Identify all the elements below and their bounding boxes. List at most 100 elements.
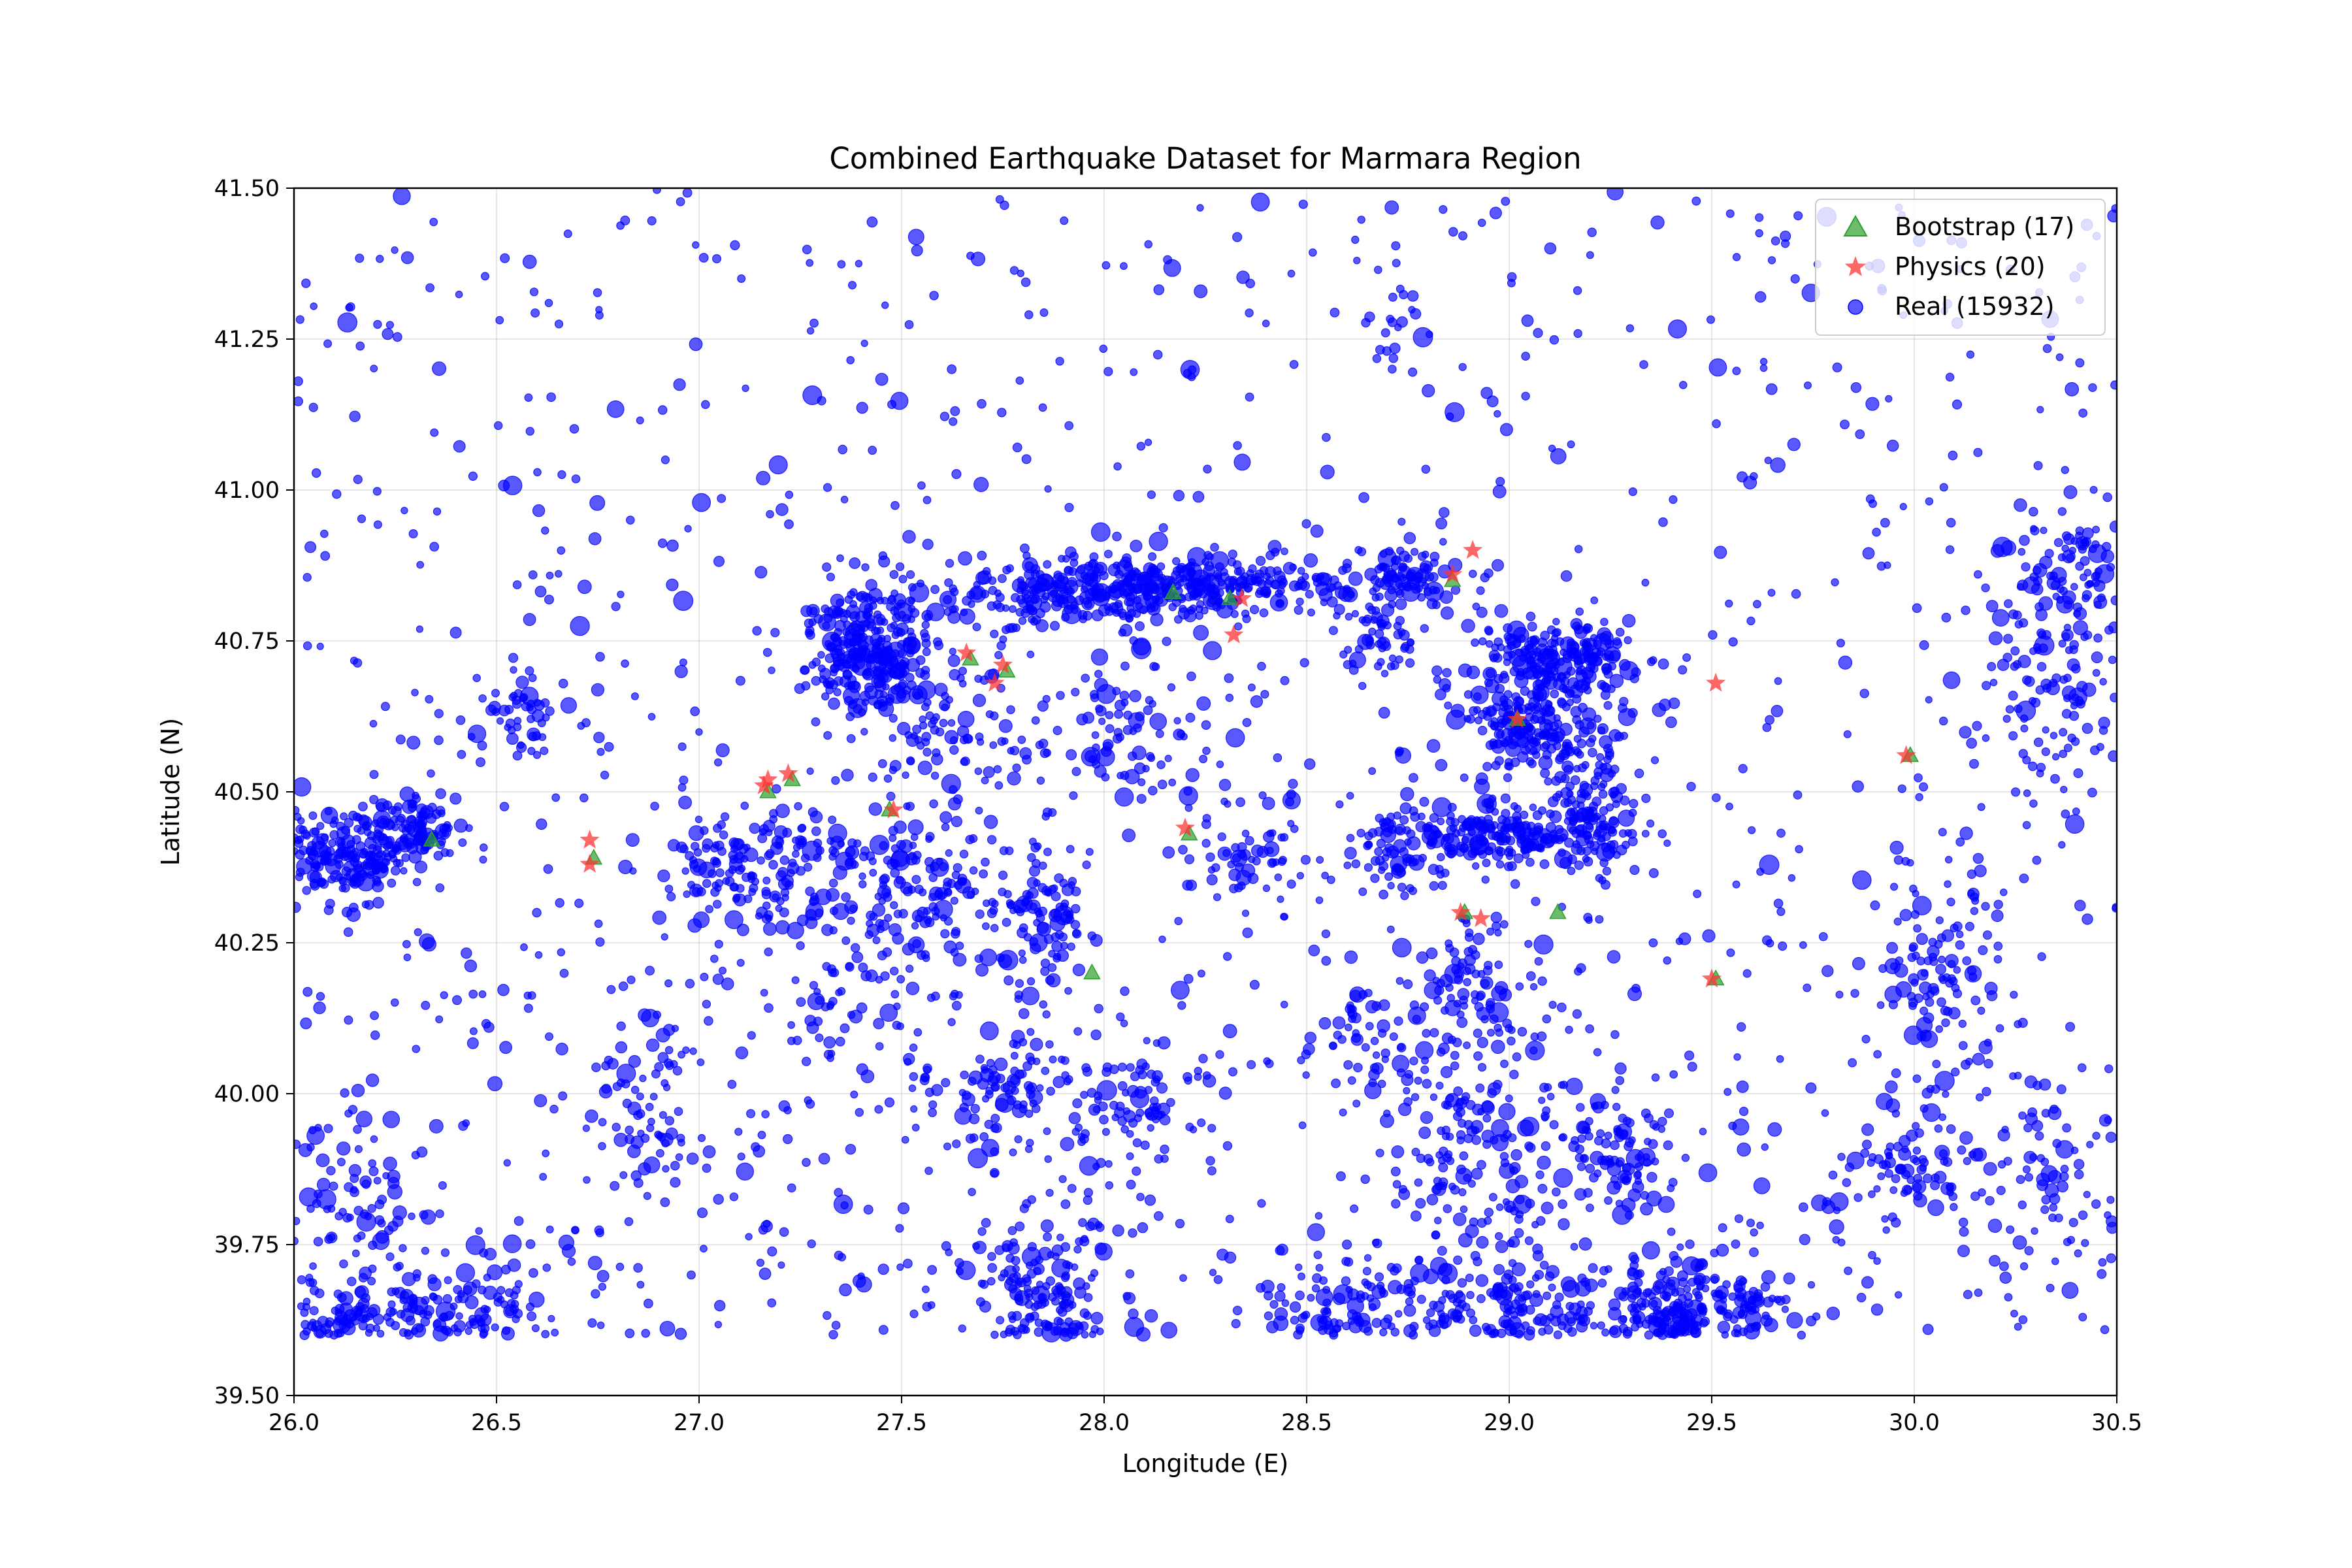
real-event-point — [1290, 825, 1299, 833]
real-event-point — [2036, 662, 2047, 672]
real-event-point — [1509, 1283, 1516, 1292]
real-event-point — [1347, 1009, 1356, 1018]
real-event-point — [996, 1316, 1005, 1325]
real-event-point — [387, 1300, 396, 1309]
real-event-point — [1018, 598, 1028, 608]
real-event-point — [1301, 572, 1309, 581]
real-event-point — [1105, 711, 1114, 719]
real-event-point — [1585, 1164, 1595, 1173]
real-event-point — [893, 909, 902, 919]
real-event-point — [465, 824, 473, 832]
real-event-point — [1364, 311, 1375, 323]
real-event-point — [1278, 855, 1287, 864]
real-event-point — [1379, 637, 1387, 645]
real-event-point — [853, 657, 866, 670]
real-event-point — [1388, 353, 1399, 363]
real-event-point — [1433, 829, 1443, 839]
real-event-point — [364, 836, 377, 849]
real-event-point — [1694, 1275, 1704, 1284]
real-event-point — [1380, 670, 1389, 678]
real-event-point — [1280, 1000, 1288, 1009]
real-event-point — [387, 806, 397, 815]
real-event-point — [1877, 1172, 1886, 1181]
real-event-point — [1392, 1054, 1410, 1073]
real-event-point — [1930, 1180, 1940, 1190]
real-event-point — [908, 685, 928, 704]
real-event-point — [1500, 670, 1509, 679]
real-event-point — [1311, 1284, 1320, 1293]
real-event-point — [1126, 1130, 1134, 1138]
real-event-point — [1394, 1310, 1403, 1318]
real-event-point — [383, 842, 391, 851]
real-event-point — [775, 804, 790, 819]
real-event-point — [1499, 920, 1509, 929]
real-event-point — [1298, 199, 1308, 209]
real-event-point — [1891, 1174, 1901, 1183]
real-event-point — [1465, 714, 1475, 724]
real-event-point — [591, 1062, 601, 1072]
real-event-point — [755, 912, 763, 920]
real-event-point — [1245, 574, 1258, 586]
real-event-point — [1576, 1316, 1585, 1325]
real-event-point — [407, 815, 417, 824]
real-event-point — [979, 1300, 992, 1313]
real-event-point — [1122, 1107, 1131, 1115]
real-event-point — [2092, 1132, 2100, 1140]
real-event-point — [1456, 841, 1465, 851]
real-event-point — [1362, 1267, 1371, 1276]
real-event-point — [1413, 327, 1433, 348]
real-event-point — [881, 888, 890, 897]
real-event-point — [2012, 610, 2022, 620]
real-event-point — [1444, 701, 1452, 710]
real-event-point — [768, 860, 778, 870]
real-event-point — [990, 924, 999, 932]
real-event-point — [860, 728, 868, 736]
real-event-point — [1452, 1111, 1463, 1121]
real-event-point — [1262, 796, 1275, 810]
real-event-point — [2056, 1084, 2066, 1094]
real-event-point — [1446, 1132, 1454, 1141]
real-event-point — [353, 1124, 362, 1134]
real-event-point — [1388, 365, 1397, 374]
real-event-point — [406, 736, 421, 750]
real-event-point — [953, 953, 967, 967]
real-event-point — [831, 776, 840, 785]
real-event-point — [1596, 753, 1605, 762]
real-event-point — [1529, 983, 1538, 991]
real-event-point — [1079, 1308, 1090, 1318]
real-event-point — [748, 888, 757, 896]
real-event-point — [995, 593, 1005, 602]
real-event-point — [1658, 1326, 1667, 1335]
real-event-point — [1469, 706, 1478, 716]
real-event-point — [841, 936, 851, 945]
real-event-point — [1542, 1014, 1552, 1024]
real-event-point — [1420, 624, 1429, 633]
real-event-point — [2093, 600, 2102, 609]
real-event-point — [1844, 1266, 1853, 1275]
real-event-point — [1303, 553, 1318, 568]
real-event-point — [1938, 1149, 1948, 1158]
real-event-point — [1578, 1237, 1592, 1251]
real-event-point — [1957, 1245, 1970, 1258]
real-event-point — [369, 794, 379, 804]
real-event-point — [730, 883, 740, 892]
real-event-point — [1567, 866, 1576, 875]
real-event-point — [867, 653, 877, 663]
real-event-point — [1640, 1202, 1654, 1216]
real-event-point — [1975, 1093, 1984, 1102]
real-event-point — [1793, 211, 1803, 221]
real-event-point — [657, 1132, 666, 1142]
real-event-point — [1329, 1042, 1337, 1051]
real-event-point — [664, 979, 673, 988]
real-event-point — [1598, 876, 1607, 885]
real-event-point — [1520, 745, 1531, 755]
real-event-point — [1560, 648, 1567, 657]
real-event-point — [1224, 800, 1232, 808]
real-event-point — [1450, 1184, 1460, 1195]
real-event-point — [1403, 1097, 1413, 1107]
real-event-point — [1607, 1181, 1621, 1195]
real-event-point — [1425, 1322, 1433, 1330]
real-event-point — [1031, 858, 1041, 868]
real-event-point — [1043, 934, 1054, 944]
real-event-point — [1386, 662, 1396, 671]
